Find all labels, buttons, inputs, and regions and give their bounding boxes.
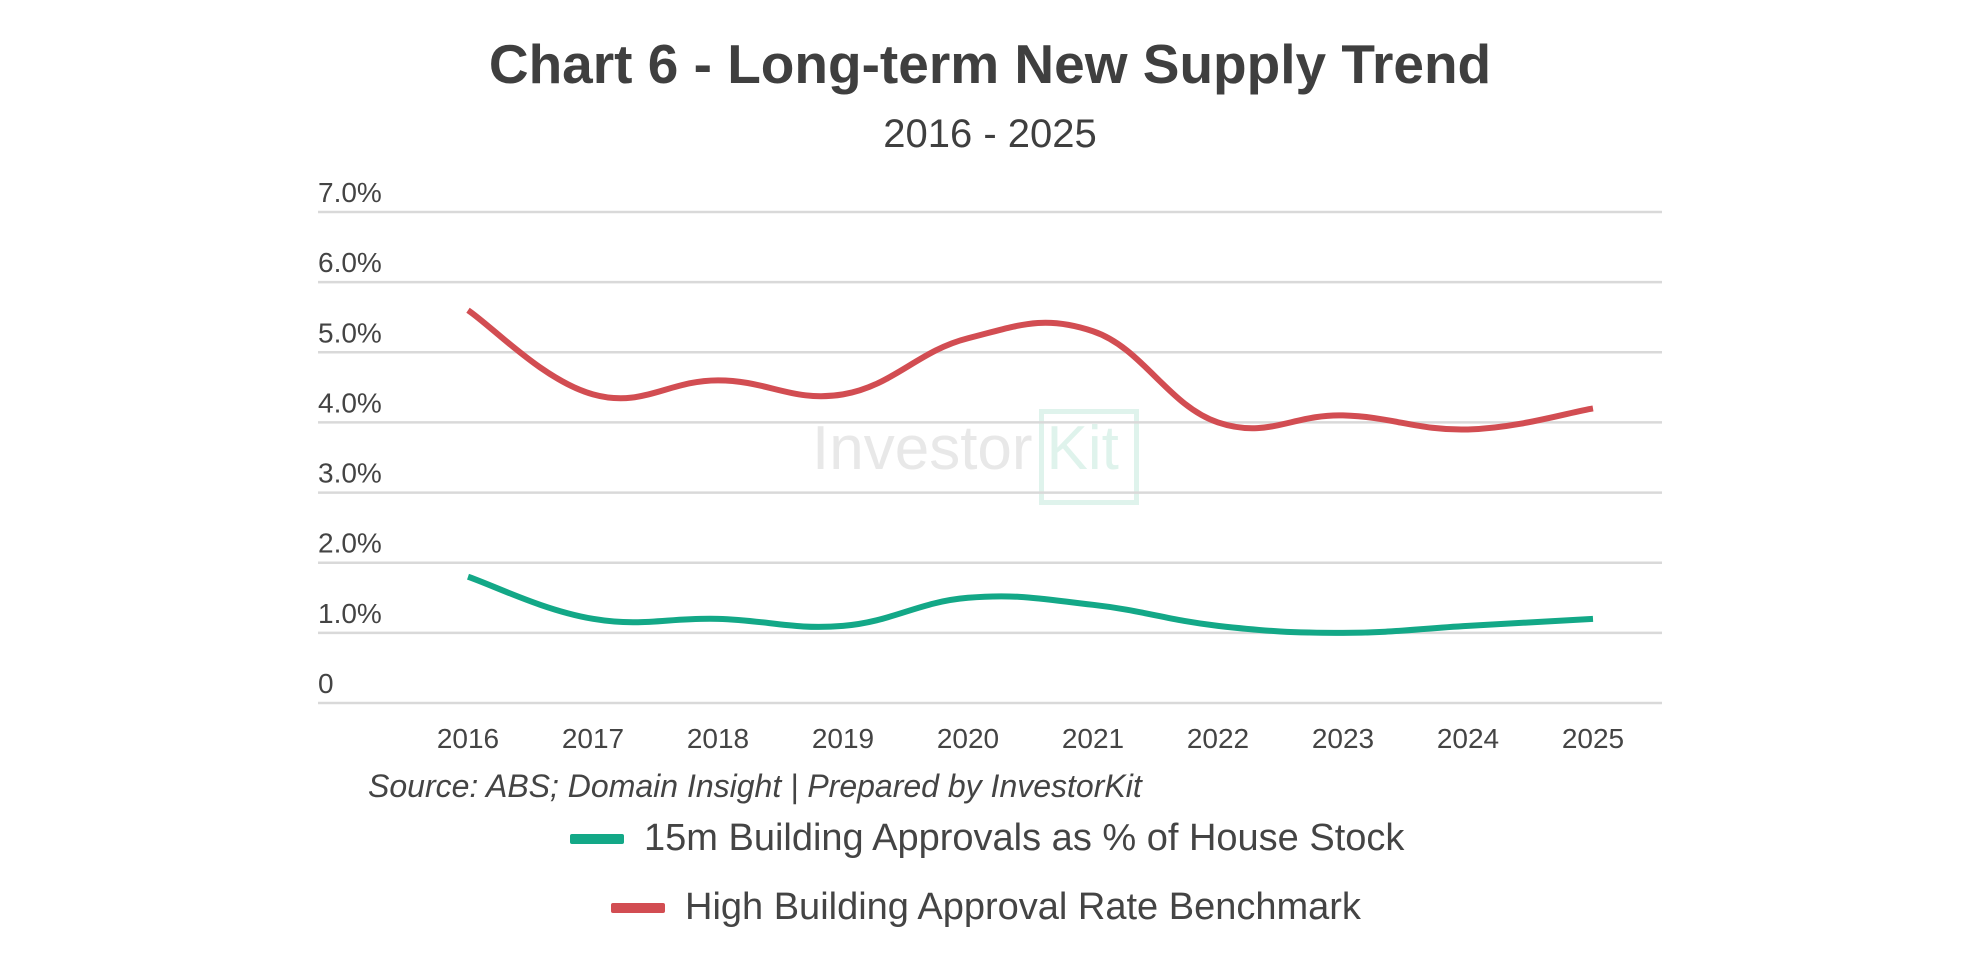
y-tick-label: 1.0%	[318, 598, 382, 629]
legend-item-approvals: 15m Building Approvals as % of House Sto…	[570, 817, 1404, 860]
x-tick-label: 2019	[812, 723, 874, 754]
y-axis-ticks: 0 1.0% 2.0% 3.0% 4.0% 5.0% 6.0% 7.0%	[318, 177, 382, 699]
y-tick-label: 5.0%	[318, 317, 382, 348]
x-tick-label: 2017	[562, 723, 624, 754]
grid-lines	[318, 210, 1662, 705]
series-line-benchmark	[466, 307, 1594, 433]
x-tick-label: 2022	[1187, 723, 1249, 754]
x-tick-label: 2024	[1437, 723, 1499, 754]
y-tick-label: 0	[318, 668, 334, 699]
series-lines	[466, 307, 1594, 636]
legend-label-benchmark: High Building Approval Rate Benchmark	[685, 886, 1361, 928]
y-tick-label: 7.0%	[318, 177, 382, 208]
legend-label-approvals: 15m Building Approvals as % of House Sto…	[644, 817, 1405, 859]
series-line-approvals	[467, 573, 1594, 636]
investorkit-watermark-logo: Investor Kit	[812, 400, 1184, 505]
x-axis-ticks: 2016 2017 2018 2019 2020 2021 2022 2023 2024 2025	[437, 723, 1624, 754]
y-tick-label: 2.0%	[318, 528, 382, 559]
watermark-kit-label: Kit	[1046, 413, 1119, 483]
chart-subtitle: 2016 - 2025	[883, 112, 1097, 156]
x-tick-label: 2021	[1062, 723, 1124, 754]
legend-swatch-approvals	[570, 833, 624, 844]
y-tick-label: 3.0%	[318, 458, 382, 489]
x-tick-label: 2023	[1312, 723, 1374, 754]
y-tick-label: 6.0%	[318, 247, 382, 278]
x-tick-label: 2016	[437, 723, 499, 754]
x-tick-label: 2018	[687, 723, 749, 754]
x-tick-label: 2020	[937, 723, 999, 754]
watermark-kit-text: Kit	[1038, 408, 1139, 505]
chart-title: Chart 6 - Long-term New Supply Trend	[488, 33, 1492, 95]
watermark-kit-box	[1038, 408, 1139, 505]
x-tick-label: 2025	[1562, 723, 1624, 754]
legend-swatch-benchmark	[611, 902, 665, 913]
source-note: Source: ABS; Domain Insight | Prepared b…	[368, 768, 1142, 804]
legend-item-benchmark: High Building Approval Rate Benchmark	[611, 886, 1361, 929]
y-tick-label: 4.0%	[318, 387, 382, 418]
watermark-investor-text: Investor	[812, 413, 1033, 483]
